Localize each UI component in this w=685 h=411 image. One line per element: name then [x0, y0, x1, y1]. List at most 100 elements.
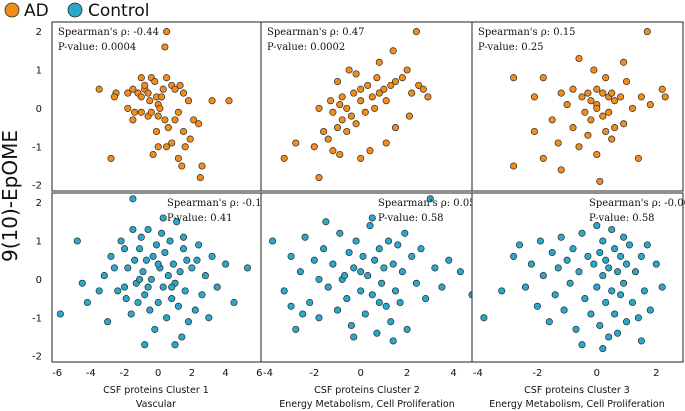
data-point: [560, 306, 568, 314]
data-point: [352, 120, 360, 128]
data-point: [456, 268, 464, 276]
data-point: [368, 214, 376, 222]
data-point: [364, 272, 372, 280]
data-point: [590, 66, 598, 74]
y-tick-label: -1: [32, 142, 42, 153]
x-tick-label: -2: [532, 368, 542, 379]
p-value-label: P-value: 0.41: [167, 213, 233, 224]
data-point: [336, 229, 344, 237]
data-point: [129, 85, 137, 93]
data-point: [398, 268, 406, 276]
data-point: [333, 124, 342, 132]
data-point: [173, 218, 181, 226]
data-point: [380, 85, 388, 93]
data-point: [391, 124, 400, 132]
data-point: [640, 287, 648, 295]
p-value-label: P-value: 0.58: [589, 213, 655, 224]
data-point: [144, 225, 152, 234]
data-point: [403, 325, 411, 333]
data-point: [171, 116, 179, 124]
data-point: [137, 74, 145, 82]
data-point: [179, 89, 188, 97]
data-point: [154, 112, 162, 120]
data-point: [159, 214, 167, 222]
data-point: [596, 177, 604, 185]
data-point: [179, 233, 188, 241]
data-point: [110, 264, 118, 272]
spearman-rho-label: Spearman's ρ: 0.05: [378, 198, 476, 209]
data-point: [243, 264, 252, 272]
data-point: [357, 154, 365, 162]
legend-ad-marker: [4, 2, 20, 18]
data-point: [415, 81, 423, 89]
data-point: [593, 150, 601, 159]
data-point: [352, 237, 360, 245]
x-tick-label: -6: [52, 368, 62, 379]
data-point: [643, 28, 651, 36]
data-point: [178, 333, 186, 341]
data-point: [208, 97, 216, 105]
data-point: [347, 112, 355, 120]
data-point: [124, 264, 132, 272]
data-point: [366, 222, 374, 230]
data-point: [174, 302, 182, 310]
data-point: [336, 150, 344, 159]
data-point: [127, 310, 135, 318]
data-point: [338, 116, 346, 124]
data-point: [652, 260, 660, 268]
x-tick-label: 6: [256, 368, 262, 379]
spearman-rho-label: Spearman's ρ: -0.44: [58, 27, 159, 38]
data-point: [631, 268, 640, 276]
panel-ad-cluster-3: Spearman's ρ: 0.15 P-value: 0.25: [471, 21, 684, 192]
data-point: [181, 143, 189, 151]
data-point: [352, 70, 360, 78]
data-point: [333, 306, 342, 314]
data-point: [424, 93, 432, 101]
data-point: [599, 112, 607, 120]
data-point: [159, 85, 167, 93]
data-point: [599, 272, 607, 280]
data-point: [387, 318, 395, 326]
data-point: [480, 314, 488, 322]
data-point: [628, 298, 637, 307]
data-point: [593, 283, 601, 291]
data-point: [620, 233, 628, 241]
scatter-grid: Spearman's ρ: -0.44P-value: 0.0004Spearm…: [51, 21, 685, 363]
data-point: [382, 302, 390, 310]
data-point: [161, 43, 169, 51]
data-point: [124, 89, 132, 97]
data-point: [408, 252, 416, 260]
data-point: [176, 81, 184, 89]
data-point: [412, 28, 420, 36]
data-point: [371, 104, 379, 112]
data-point: [164, 124, 172, 132]
data-point: [510, 74, 518, 82]
data-point: [147, 108, 155, 116]
data-point: [186, 135, 194, 143]
data-point: [343, 104, 351, 112]
data-point: [315, 314, 323, 322]
x-tick-label: 4: [222, 368, 228, 379]
legend-control-label: Control: [88, 1, 149, 21]
data-point: [152, 127, 161, 136]
y-tick-label: -2: [32, 352, 42, 363]
data-point: [593, 85, 601, 93]
data-point: [78, 279, 86, 287]
data-point: [159, 283, 167, 291]
x-label-cluster-1-line1: CSF proteins Cluster 1: [103, 385, 209, 396]
data-point: [581, 295, 589, 303]
data-point: [171, 341, 179, 349]
data-point: [287, 302, 295, 310]
data-point: [408, 89, 416, 97]
panel-control-cluster-2: Spearman's ρ: 0.05 P-value: 0.58: [260, 192, 476, 363]
data-point: [205, 314, 213, 322]
data-point: [168, 283, 176, 291]
data-point: [622, 318, 631, 326]
data-point: [401, 229, 409, 237]
data-point: [95, 287, 103, 295]
data-point: [412, 279, 420, 287]
data-point: [510, 162, 518, 170]
legend-ad-label: AD: [24, 1, 49, 21]
data-point: [134, 298, 142, 307]
